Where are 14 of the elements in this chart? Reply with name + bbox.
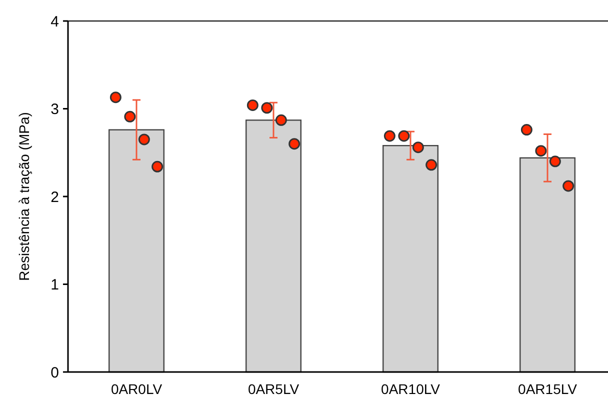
y-axis-title: Resistência à tração (MPa) <box>16 112 32 281</box>
x-tick-label: 0AR5LV <box>248 381 300 397</box>
bar <box>246 120 302 373</box>
x-tick-label: 0AR0LV <box>110 381 163 397</box>
y-tick-label: 4 <box>50 13 59 30</box>
y-tick-label: 0 <box>50 364 59 382</box>
y-tick-label: 2 <box>50 188 59 206</box>
bar <box>520 157 576 373</box>
bar <box>108 129 164 373</box>
x-tick-label: 0AR10LV <box>381 381 441 397</box>
y-tick-label: 3 <box>50 101 59 118</box>
y-tick-label: 1 <box>50 276 59 294</box>
bar <box>382 145 438 373</box>
x-tick-label: 0AR15LV <box>518 381 578 397</box>
